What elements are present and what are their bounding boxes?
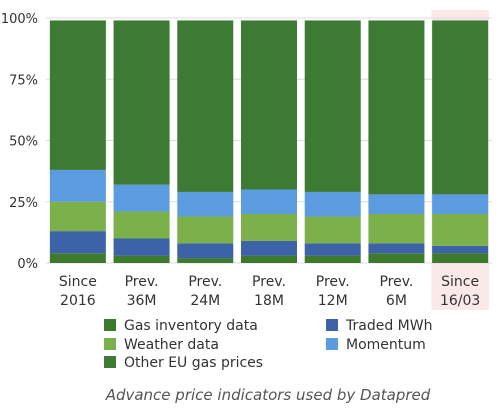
bar-segment: [368, 214, 425, 244]
bar-segment: [241, 20, 297, 190]
legend-label: Weather data: [124, 337, 219, 353]
bar-segment: [304, 191, 361, 217]
bar-segment: [368, 20, 425, 195]
bar-segment: [49, 201, 106, 232]
bar-segment: [432, 214, 489, 246]
bar-segment: [432, 253, 489, 263]
y-tick-label: 25%: [9, 196, 38, 211]
x-tick-label: Prev. 24M: [188, 274, 222, 309]
bar-segment: [241, 189, 297, 214]
bar-segment: [368, 243, 425, 254]
y-tick-label: 0%: [17, 257, 38, 272]
bar-segment: [241, 214, 297, 241]
legend-label: Traded MWh: [345, 318, 432, 334]
bar-segment: [177, 243, 234, 259]
x-axis-ticks: Since 2016 Prev. 36M Prev. 24M Prev. 18M Prev. 12…: [59, 274, 480, 309]
bar-segment: [432, 20, 489, 195]
bar-segment: [368, 194, 425, 214]
x-tick-label: Prev. 6M: [379, 274, 413, 309]
legend-swatch: [326, 338, 338, 350]
legend-swatch: [104, 356, 116, 368]
bar-segment: [49, 231, 106, 254]
bar-segment: [113, 184, 170, 212]
bar-segment: [177, 216, 234, 244]
x-tick-label: Since 16/03: [440, 274, 480, 309]
bar-segment: [113, 238, 170, 256]
bar-segment: [177, 258, 234, 263]
legend-swatch: [326, 319, 338, 331]
bar-segment: [304, 243, 361, 256]
bar-segment: [432, 245, 489, 254]
bar-segment: [177, 191, 234, 217]
bar-segment: [241, 255, 297, 263]
bar-segment: [113, 255, 170, 263]
y-axis-ticks: 0% 25% 50% 75% 100%: [1, 12, 38, 272]
y-tick-label: 50%: [9, 135, 38, 150]
legend: Gas inventory data Traded MWh Weather data…: [104, 318, 432, 371]
legend-label: Momentum: [346, 337, 426, 353]
bar-segment: [49, 20, 106, 170]
bar-segment: [49, 169, 106, 202]
bar-segment: [113, 211, 170, 239]
bar-segment: [304, 255, 361, 263]
bars-layer: [49, 20, 489, 263]
bar-segment: [304, 20, 361, 192]
bar-segment: [304, 216, 361, 244]
bar-segment: [113, 20, 170, 185]
bar-segment: [49, 253, 106, 263]
bar-segment: [241, 240, 297, 256]
x-tick-label: Prev. 36M: [125, 274, 159, 309]
x-tick-label: Prev. 18M: [252, 274, 286, 309]
y-tick-label: 100%: [1, 12, 38, 27]
legend-swatch: [104, 319, 116, 331]
legend-label: Other EU gas prices: [124, 355, 263, 371]
y-tick-label: 75%: [9, 73, 38, 88]
legend-label: Gas inventory data: [124, 318, 258, 334]
bar-segment: [432, 194, 489, 214]
legend-swatch: [104, 338, 116, 350]
bar-segment: [177, 20, 234, 192]
chart-caption: Advance price indicators used by Datapre…: [105, 386, 431, 404]
x-tick-label: Prev. 12M: [316, 274, 350, 309]
x-tick-label: Since 2016: [59, 274, 97, 309]
bar-segment: [368, 253, 425, 263]
